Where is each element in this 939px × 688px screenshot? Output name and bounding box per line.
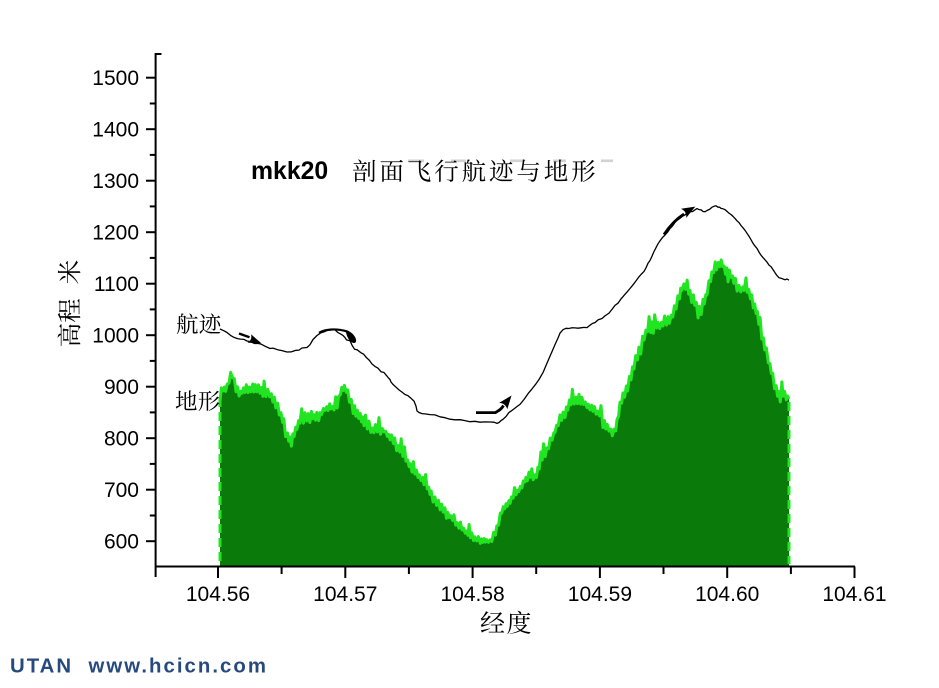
svg-text:104.60: 104.60 <box>695 583 759 606</box>
svg-text:104.58: 104.58 <box>440 583 504 606</box>
svg-text:1100: 1100 <box>94 273 139 296</box>
svg-text:1000: 1000 <box>92 325 139 348</box>
svg-text:UTAN www.hcicn.com: UTAN www.hcicn.com <box>10 656 268 678</box>
svg-text:mkk20: mkk20 <box>251 158 328 185</box>
svg-text:800: 800 <box>104 428 139 451</box>
svg-text:700: 700 <box>104 479 139 502</box>
svg-text:600: 600 <box>104 531 139 554</box>
svg-text:1400: 1400 <box>92 119 139 142</box>
svg-text:900: 900 <box>104 376 139 399</box>
svg-text:104.61: 104.61 <box>822 583 886 606</box>
svg-text:104.56: 104.56 <box>186 583 250 606</box>
svg-text:104.59: 104.59 <box>568 583 632 606</box>
svg-text:104.57: 104.57 <box>313 583 377 606</box>
svg-text:1300: 1300 <box>92 170 139 193</box>
svg-text:1200: 1200 <box>92 222 139 245</box>
svg-text:1500: 1500 <box>92 67 139 90</box>
